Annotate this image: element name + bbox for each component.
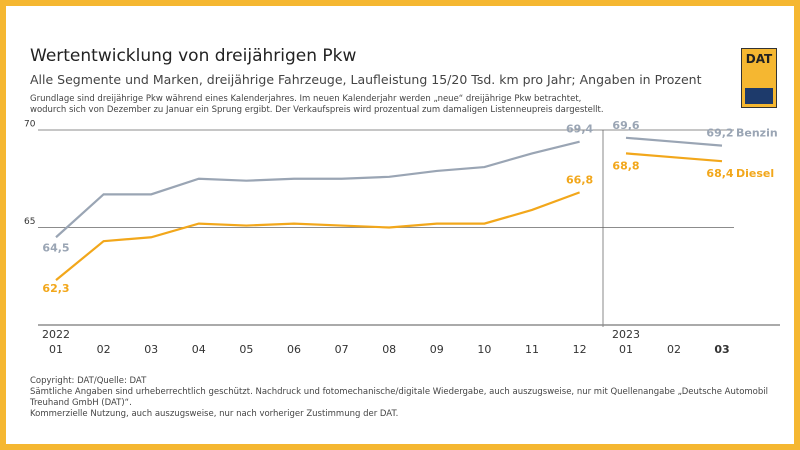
x-tick-label: 05 bbox=[239, 343, 253, 356]
title: Wertentwicklung von dreijährigen Pkw bbox=[30, 46, 357, 66]
y-tick-label: 70 bbox=[24, 120, 36, 130]
data-label: 62,3 bbox=[42, 282, 69, 295]
x-tick-label: 01 bbox=[619, 343, 633, 356]
year-label: 2022 bbox=[42, 328, 70, 341]
x-tick-label: 03 bbox=[144, 343, 158, 356]
note: Grundlage sind dreijährige Pkw während e… bbox=[30, 94, 604, 115]
footer: Copyright: DAT/Quelle: DAT Sämtliche Ang… bbox=[30, 376, 768, 419]
x-tick-label: 03 bbox=[714, 343, 729, 356]
line bbox=[55, 191, 580, 282]
x-tick-label: 04 bbox=[192, 343, 206, 356]
x-tick-label: 02 bbox=[667, 343, 681, 356]
line bbox=[55, 140, 580, 239]
year-label: 2023 bbox=[612, 328, 640, 341]
x-tick-label: 10 bbox=[477, 343, 491, 356]
logo-car bbox=[745, 88, 773, 104]
data-label: 68,4 bbox=[706, 167, 733, 180]
data-label: 66,8 bbox=[566, 173, 593, 186]
data-label: 68,8 bbox=[612, 159, 639, 172]
y-tick-label: 65 bbox=[24, 217, 35, 227]
chart: 65 70 2022 01 02 03 04 05 06 07 08 09 10 11 12 64,5 69,4… bbox=[24, 119, 780, 356]
x-tick-label: 12 bbox=[573, 343, 587, 356]
x-tick-label: 09 bbox=[430, 343, 444, 356]
data-label: 64,5 bbox=[42, 241, 69, 254]
x-tick-label: 08 bbox=[382, 343, 396, 356]
subtitle: Alle Segmente und Marken, dreijährige Fa… bbox=[30, 72, 702, 87]
x-tick-label: 02 bbox=[97, 343, 111, 356]
data-label: 69,6 bbox=[612, 119, 639, 132]
x-tick-label: 06 bbox=[287, 343, 301, 356]
line bbox=[625, 152, 723, 163]
legend-label: Diesel bbox=[736, 167, 774, 180]
logo-text: DAT bbox=[745, 52, 773, 66]
logo: DAT bbox=[741, 48, 777, 108]
line bbox=[625, 136, 723, 147]
x-tick-label: 01 bbox=[49, 343, 63, 356]
legend-label: Benzin bbox=[736, 127, 778, 140]
data-label: 69,4 bbox=[566, 123, 593, 136]
x-tick-label: 07 bbox=[335, 343, 349, 356]
x-tick-label: 11 bbox=[525, 343, 539, 356]
data-label: 69,2 bbox=[706, 127, 733, 140]
